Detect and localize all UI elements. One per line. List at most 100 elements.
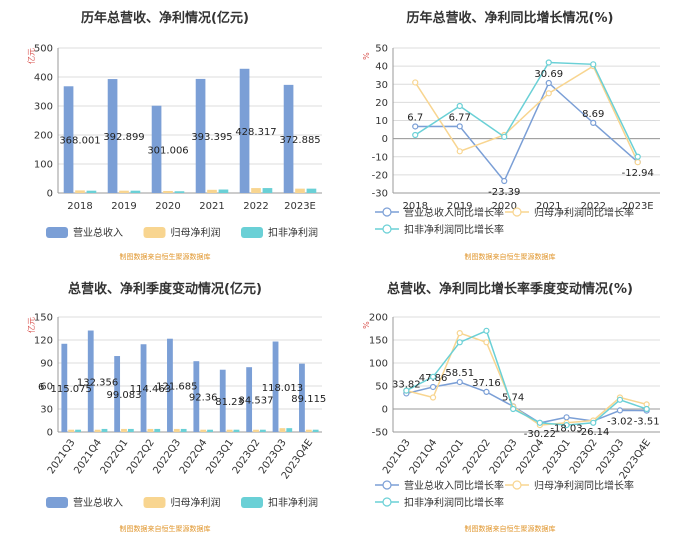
data-label: -18.03	[550, 423, 582, 434]
bar-扣非净利润	[207, 429, 213, 432]
legend-swatch[interactable]	[46, 227, 68, 238]
bar-扣非净利润	[180, 428, 187, 432]
legend-label: 归母净利润	[171, 226, 221, 239]
legend-marker[interactable]	[382, 224, 392, 234]
series-point	[563, 422, 570, 429]
source-note: 制图数据来自恒生聚源数据库	[120, 252, 211, 261]
legend-label: 归母净利润	[171, 496, 221, 509]
series-point	[456, 148, 463, 155]
data-label: 92.36	[189, 393, 218, 404]
legend-swatch[interactable]	[46, 497, 68, 508]
bar-归母净利润	[226, 429, 233, 432]
source-note: 制图数据来自恒生聚源数据库	[120, 524, 211, 533]
y-tick-label: 0	[47, 189, 53, 200]
data-label: 301.006	[147, 145, 188, 156]
chart-title: 总营收、净利季度变动情况(亿元)	[68, 281, 262, 297]
series-point	[456, 339, 463, 346]
x-tick-label: 2023E	[284, 201, 316, 212]
data-label: 84.537	[239, 396, 274, 407]
series-line-扣非净利润同比增长率	[406, 329, 647, 426]
legend-label: 营业总收入同比增长率	[404, 206, 504, 219]
bar-扣非净利润	[286, 428, 293, 432]
series-point	[483, 339, 490, 346]
legend-marker[interactable]	[512, 207, 522, 217]
series-point	[590, 61, 597, 68]
y-tick-label: 20	[375, 98, 388, 109]
series-point	[483, 388, 490, 396]
legend-swatch[interactable]	[143, 497, 166, 508]
legend-marker[interactable]	[382, 497, 392, 507]
series-point	[403, 387, 410, 394]
series-point	[563, 414, 570, 421]
legend-marker[interactable]	[382, 480, 392, 490]
series-point	[545, 59, 552, 66]
y-tick-label: 150	[34, 313, 53, 324]
chart-title: 历年总营收、净利情况(亿元)	[81, 10, 249, 26]
y-tick-label: 40	[375, 62, 388, 73]
series-point	[616, 396, 624, 403]
data-label: 47.86	[419, 373, 448, 384]
x-tick-label: 2020	[492, 201, 517, 212]
legend-swatch[interactable]	[241, 227, 263, 238]
y-tick-label: 400	[34, 73, 53, 84]
series-point	[501, 133, 508, 140]
legend-label: 扣非净利润	[268, 226, 318, 239]
y-unit-label: %	[362, 321, 371, 329]
bar-扣非净利润	[127, 428, 134, 432]
bar-扣非净利润	[312, 429, 319, 432]
data-label: 121.685	[156, 381, 197, 392]
chart-3: 总营收、净利季度变动情况(亿元)亿元03060901201502021Q3202…	[26, 281, 326, 533]
y-tick-label: 50	[375, 44, 388, 55]
series-point	[616, 407, 624, 414]
data-label: 372.885	[279, 135, 320, 146]
bar-营业总收入	[61, 343, 68, 432]
y-tick-label: 90	[40, 359, 53, 370]
bar-扣非净利润	[130, 190, 141, 193]
y-tick-label: 300	[34, 102, 53, 113]
x-tick-label: 2020	[155, 201, 180, 212]
bar-归母净利润	[173, 428, 180, 432]
data-label: 6	[38, 382, 44, 393]
bar-营业总收入	[193, 361, 200, 432]
bar-归母净利润	[94, 429, 101, 432]
series-point	[483, 327, 490, 334]
source-note: 制图数据来自恒生聚源数据库	[465, 524, 556, 533]
bar-营业总收入	[246, 367, 253, 432]
x-tick-label: 2021	[536, 201, 561, 212]
y-unit-label: 亿元	[26, 317, 36, 333]
data-label: 115.075	[51, 384, 92, 395]
y-tick-label: 0	[47, 428, 53, 439]
legend-marker[interactable]	[382, 207, 392, 217]
series-point	[412, 123, 419, 130]
y-tick-label: 100	[369, 359, 388, 370]
x-tick-label: 2018	[67, 201, 92, 212]
bar-归母净利润	[295, 188, 305, 193]
bar-营业总收入	[299, 363, 305, 432]
legend-swatch[interactable]	[143, 227, 166, 238]
bar-扣非净利润	[218, 189, 229, 193]
data-label: -12.94	[622, 168, 654, 179]
chart-title: 历年总营收、净利同比增长情况(%)	[407, 10, 614, 26]
bar-营业总收入	[239, 68, 250, 193]
bar-归母净利润	[207, 189, 217, 193]
chart-title: 总营收、净利同比增长率季度变动情况(%)	[387, 281, 633, 297]
bar-归母净利润	[253, 429, 259, 432]
bar-归母净利润	[121, 428, 127, 432]
y-tick-label: 120	[34, 336, 53, 347]
y-tick-label: -10	[372, 152, 388, 163]
data-label: 58.51	[445, 368, 474, 379]
series-point	[643, 405, 650, 413]
bar-扣非净利润	[306, 188, 317, 193]
legend-label: 营业总收入同比增长率	[404, 479, 504, 492]
legend-label: 归母净利润同比增长率	[534, 206, 634, 219]
series-point	[456, 330, 463, 337]
source-note: 制图数据来自恒生聚源数据库	[465, 252, 556, 261]
legend-swatch[interactable]	[241, 497, 263, 508]
series-point	[536, 419, 543, 426]
series-point	[412, 131, 419, 139]
data-label: 428.317	[235, 127, 276, 138]
y-tick-label: -20	[372, 170, 388, 181]
legend-marker[interactable]	[512, 480, 522, 490]
bar-扣非净利润	[86, 190, 97, 193]
